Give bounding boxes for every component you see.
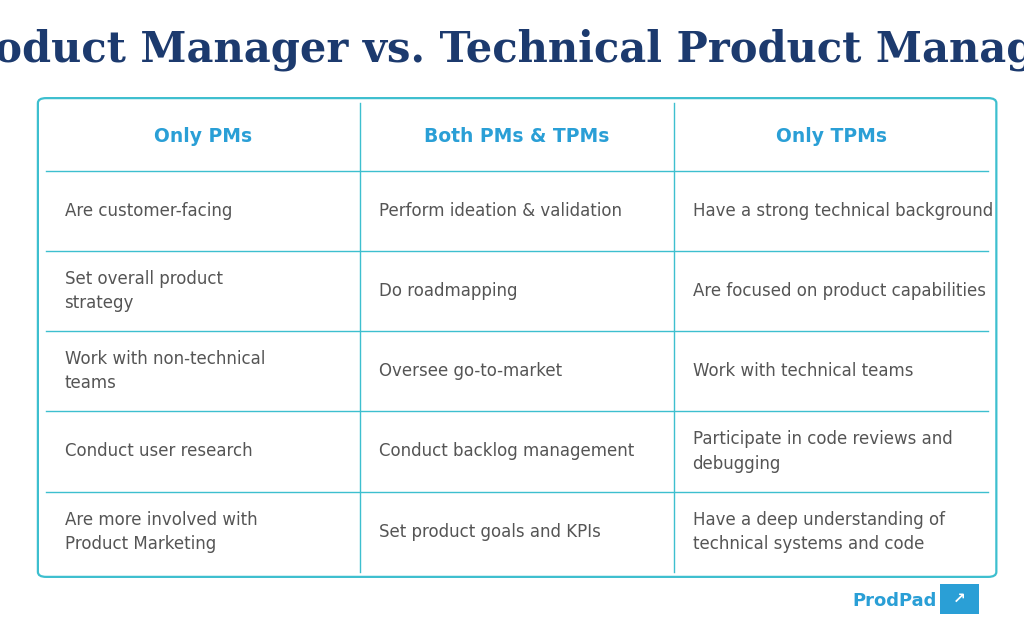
Text: Participate in code reviews and
debugging: Participate in code reviews and debuggin… (692, 431, 952, 472)
Text: ↗: ↗ (953, 591, 966, 606)
Text: Are focused on product capabilities: Are focused on product capabilities (692, 282, 985, 300)
Text: ProdPad: ProdPad (853, 592, 937, 610)
Text: Set overall product
strategy: Set overall product strategy (65, 270, 222, 312)
Text: Oversee go-to-market: Oversee go-to-market (379, 362, 561, 380)
Text: Work with technical teams: Work with technical teams (692, 362, 913, 380)
Text: Only PMs: Only PMs (154, 127, 252, 146)
Text: Do roadmapping: Do roadmapping (379, 282, 517, 300)
Text: Conduct backlog management: Conduct backlog management (379, 442, 634, 461)
Text: Have a strong technical background: Have a strong technical background (692, 202, 993, 220)
Text: Work with non-technical
teams: Work with non-technical teams (65, 350, 265, 392)
Text: Are more involved with
Product Marketing: Are more involved with Product Marketing (65, 511, 257, 553)
Text: Set product goals and KPIs: Set product goals and KPIs (379, 522, 600, 541)
Text: Product Manager vs. Technical Product Manager: Product Manager vs. Technical Product Ma… (0, 28, 1024, 71)
Text: Both PMs & TPMs: Both PMs & TPMs (424, 127, 610, 146)
Text: Are customer-facing: Are customer-facing (65, 202, 231, 220)
Text: Perform ideation & validation: Perform ideation & validation (379, 202, 622, 220)
Text: Have a deep understanding of
technical systems and code: Have a deep understanding of technical s… (692, 511, 944, 553)
Text: Only TPMs: Only TPMs (775, 127, 887, 146)
FancyBboxPatch shape (937, 582, 982, 616)
Text: Conduct user research: Conduct user research (65, 442, 252, 461)
